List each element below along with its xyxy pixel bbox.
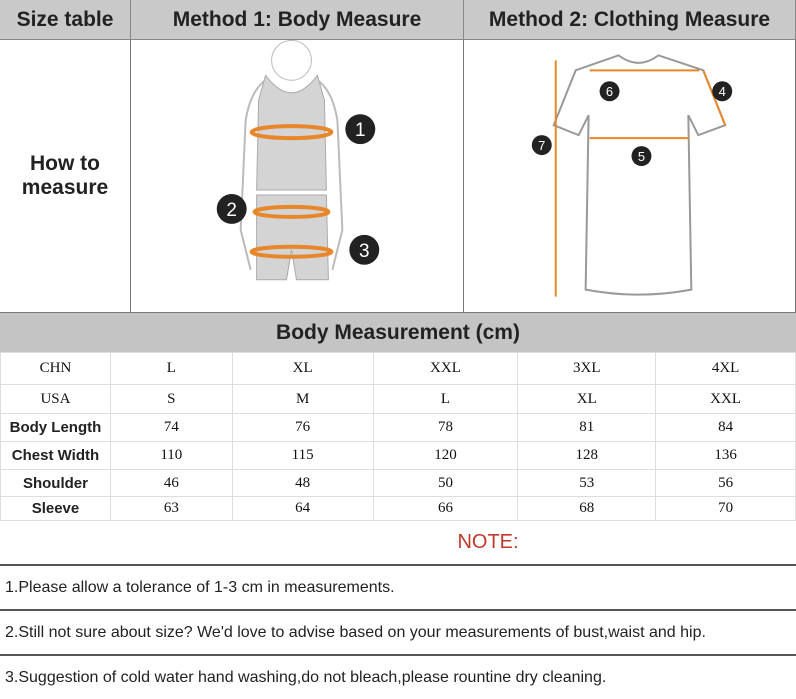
cell: 50 [372,469,519,497]
cell: 3XL [517,352,657,385]
cell: 64 [231,496,374,521]
marker-1: 1 [345,113,376,144]
size-table: CHN L XL XXL 3XL 4XL USA S M L XL XXL Body Length 7… [0,352,796,521]
body-measure-illustration: 1 2 3 [131,39,464,313]
cell: 66 [372,496,519,521]
cell: 115 [231,441,374,470]
cell: M [231,384,374,414]
table-row-chn: CHN L XL XXL 3XL 4XL [0,352,796,385]
cell: XL [517,384,657,414]
cell: 63 [109,496,233,521]
cell: 68 [517,496,657,521]
marker-7: 7 [531,134,552,155]
note-item-1: 1.Please allow a tolerance of 1-3 cm in … [0,566,796,611]
cell: 128 [517,441,657,470]
row-label: Chest Width [0,441,111,470]
cell: L [372,384,519,414]
svg-text:5: 5 [638,149,645,164]
row-label: USA [0,384,111,414]
body-measurement-title: Body Measurement (cm) [0,313,796,352]
marker-5: 5 [631,145,652,166]
header-method-2: Method 2: Clothing Measure [464,0,796,40]
cell: 70 [655,496,796,521]
how-to-measure-label: How to measure [0,40,131,313]
cell: S [109,384,233,414]
marker-3: 3 [349,234,380,265]
cell: XXL [655,384,796,414]
cell: 110 [109,441,233,470]
how-to-line2: measure [21,176,109,199]
cell: 48 [231,469,374,497]
row-label: Sleeve [0,496,111,521]
table-row-usa: USA S M L XL XXL [0,384,796,414]
svg-text:3: 3 [359,240,370,261]
marker-2: 2 [216,193,247,224]
cell: 53 [517,469,657,497]
header-method-1: Method 1: Body Measure [131,0,464,40]
table-row-sleeve: Sleeve 63 64 66 68 70 [0,496,796,521]
svg-text:2: 2 [226,199,237,220]
cell: 4XL [655,352,796,385]
cell: XXL [372,352,519,385]
cell: 84 [655,413,796,442]
header-size-table: Size table [0,0,131,40]
note-title: NOTE: [0,520,796,566]
cell: 81 [517,413,657,442]
cell: XL [231,352,374,385]
cell: 74 [109,413,233,442]
marker-4: 4 [712,80,733,101]
note-item-3: 3.Suggestion of cold water hand washing,… [5,668,607,686]
marker-6: 6 [599,80,620,101]
cell: 136 [655,441,796,470]
row-label: Body Length [0,413,111,442]
svg-text:6: 6 [606,84,613,99]
clothing-measure-illustration: 6 4 7 5 [464,40,796,313]
note-item-2: 2.Still not sure about size? We'd love t… [0,611,796,656]
cell: 76 [231,413,374,442]
svg-text:4: 4 [719,84,726,99]
row-label: Shoulder [0,469,111,497]
table-row-shoulder: Shoulder 46 48 50 53 56 [0,469,796,497]
how-to-line1: How to [30,152,100,175]
cell: L [109,352,233,385]
table-row-chest-width: Chest Width 110 115 120 128 136 [0,441,796,470]
cell: 120 [372,441,519,470]
svg-text:1: 1 [355,120,366,141]
cell: 56 [655,469,796,497]
row-label: CHN [0,352,111,385]
svg-text:7: 7 [538,138,545,153]
table-row-body-length: Body Length 74 76 78 81 84 [0,413,796,442]
cell: 78 [372,413,519,442]
cell: 46 [109,469,233,497]
